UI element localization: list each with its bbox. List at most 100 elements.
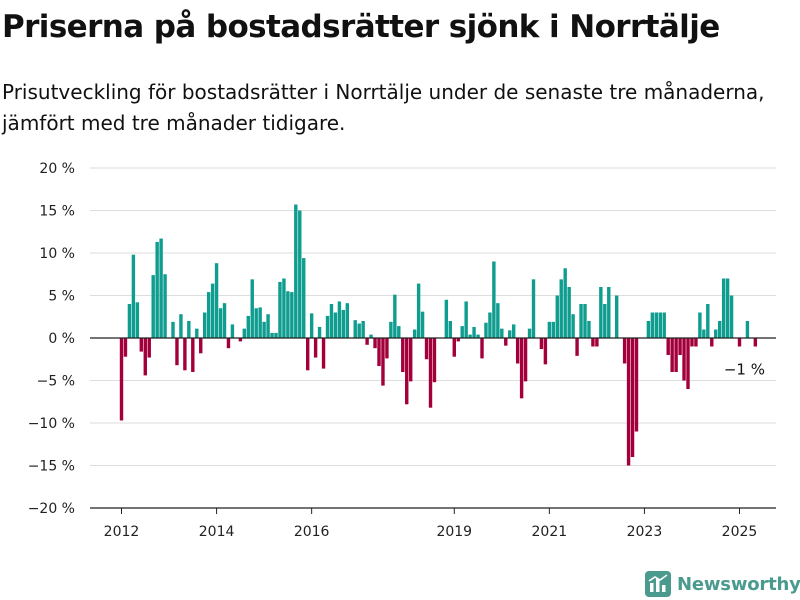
bar	[373, 338, 377, 349]
x-tick-label: 2012	[104, 524, 140, 540]
bar	[504, 338, 508, 346]
bar	[254, 308, 258, 338]
bar	[127, 304, 132, 338]
bar	[286, 291, 290, 338]
bar	[480, 338, 484, 359]
bar	[218, 308, 223, 338]
bar	[674, 338, 678, 372]
bar	[321, 338, 326, 369]
bar	[547, 321, 552, 338]
bar	[626, 338, 631, 466]
bar	[456, 338, 460, 342]
x-tick-label: 2019	[436, 524, 472, 540]
bar	[412, 329, 417, 338]
bar	[591, 338, 595, 347]
bar	[135, 302, 140, 338]
y-tick-label: −10 %	[28, 416, 75, 432]
x-tick-label: 2023	[627, 524, 663, 540]
bar	[492, 261, 496, 338]
bar	[317, 326, 322, 338]
y-tick-label: 20 %	[39, 161, 75, 177]
bar	[238, 338, 243, 342]
bar	[658, 312, 662, 338]
bar	[191, 338, 195, 372]
bar	[583, 304, 587, 338]
gridlines	[90, 167, 776, 466]
bar	[575, 338, 579, 356]
bar	[690, 338, 694, 347]
bar	[250, 279, 254, 338]
bar	[519, 338, 524, 399]
chart-title: Priserna på bostadsrätter sjönk i Norrtä…	[2, 9, 720, 45]
bar	[511, 324, 516, 338]
bar	[298, 210, 302, 338]
bar	[345, 303, 350, 338]
bar	[408, 338, 413, 382]
bar	[682, 338, 686, 381]
bar	[183, 338, 187, 371]
bar	[666, 338, 670, 355]
bar	[123, 338, 128, 357]
bar	[369, 334, 373, 338]
bar	[210, 283, 215, 338]
bar	[357, 323, 361, 338]
bar	[432, 338, 437, 383]
bar	[531, 279, 536, 338]
bar	[416, 283, 421, 338]
bar	[361, 321, 365, 338]
bar	[171, 321, 175, 338]
bar	[523, 338, 528, 382]
bar	[488, 312, 492, 338]
bar	[603, 304, 607, 338]
bar	[401, 338, 405, 372]
bar	[290, 292, 294, 338]
bar	[282, 278, 286, 338]
bar	[175, 338, 179, 366]
bar	[397, 326, 401, 338]
bar	[686, 338, 690, 389]
bar	[710, 338, 714, 347]
bar	[179, 314, 183, 338]
bar	[294, 204, 298, 338]
bar	[607, 287, 611, 338]
bar-chart-logo-icon	[645, 571, 671, 597]
bar	[630, 338, 635, 457]
bar	[452, 338, 456, 357]
bar	[745, 321, 750, 338]
bar	[230, 324, 235, 338]
bar	[365, 338, 369, 345]
y-tick-label: 15 %	[39, 204, 75, 220]
bar	[654, 312, 659, 338]
bar	[551, 321, 556, 338]
bar	[753, 338, 758, 347]
bar	[725, 278, 730, 338]
bar	[721, 278, 726, 338]
x-tick-label: 2014	[199, 524, 235, 540]
bars	[119, 204, 758, 466]
bar	[274, 332, 278, 338]
bar	[163, 274, 167, 338]
bar	[305, 338, 310, 371]
bar	[543, 338, 548, 365]
bar	[555, 295, 559, 338]
bar	[341, 309, 346, 338]
bar	[702, 329, 706, 338]
bar	[571, 314, 575, 338]
bar	[187, 321, 191, 338]
bar	[119, 338, 124, 421]
bar	[670, 338, 674, 372]
bar	[595, 338, 599, 347]
bar	[151, 275, 155, 338]
bar	[333, 312, 338, 338]
bar	[337, 301, 342, 338]
bar	[448, 321, 453, 338]
bar	[226, 338, 231, 349]
bar	[650, 312, 655, 338]
bar	[678, 338, 682, 355]
bar	[444, 299, 449, 338]
bar	[698, 312, 702, 338]
bar	[262, 321, 266, 338]
bar	[393, 294, 397, 338]
bar	[214, 263, 219, 338]
